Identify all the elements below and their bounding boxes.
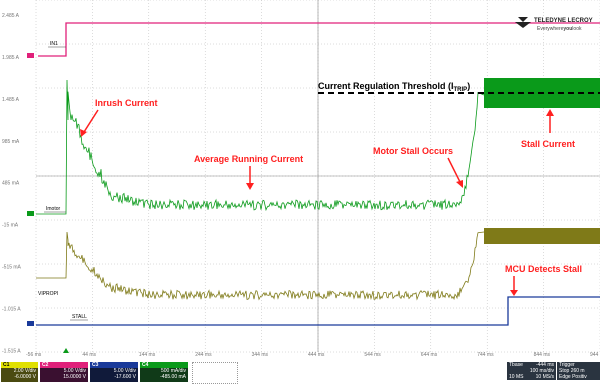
y-tick-label: 485 mA [2,181,20,187]
in1-trace [38,22,600,57]
stall-current-annotation: Stall Current [521,139,575,149]
inrush-arrow [83,109,99,133]
y-tick-label: -515 mA [2,265,22,271]
vipropi-trace [36,231,485,301]
c4-descriptor[interactable]: C4 500 mA/div -485.00 mA [140,362,188,382]
stall-trace [36,296,600,326]
x-tick-label: 944 ms [590,352,600,358]
stall-occurs-annotation: Motor Stall Occurs [373,146,453,156]
empty-descriptor-slot [192,362,238,384]
teledyne-lecroy-logo: TELEDYNE LECROY Everywhereyoulook [515,17,593,32]
c3-descriptor[interactable]: C3 5.00 V/div -17.600 V [90,362,138,382]
y-tick-label: -1.515 A [2,348,21,354]
average-annotation: Average Running Current [194,154,303,164]
x-tick-label: 144 ms [139,352,156,358]
x-axis-labels: -56 ms 44 ms 144 ms 244 ms 344 ms 444 ms 544 m… [26,352,600,358]
x-tick-label: 44 ms [82,352,96,358]
x-tick-label: 444 ms [308,352,325,358]
y-axis-labels: 2.485 A 1.985 A 1.485 A 985 mA 485 mA -15 mA -… [2,13,22,354]
trigger-info[interactable]: Trigger Stop 260 m Edge Positiv [557,362,600,380]
y-tick-label: -1.015 A [2,306,21,312]
trigger-marker [63,348,69,353]
y-tick-label: -15 mA [2,223,19,229]
threshold-annotation: Current Regulation Threshold (ITRIP) [318,81,470,93]
mcu-annotation: MCU Detects Stall [505,264,582,274]
imotor-trace [36,79,485,215]
c3-offset-marker [27,321,34,326]
x-tick-label: -56 ms [26,352,42,358]
vipropi-label: VIPROPI [38,291,58,297]
svg-text:TELEDYNE LECROY: TELEDYNE LECROY [534,18,593,24]
y-tick-label: 1.485 A [2,97,20,103]
info-panel: C1 2.00 V/div -6.0000 V C2 5.00 V/div 15… [0,359,600,385]
x-tick-label: 344 ms [252,352,269,358]
stall-label: STALL [72,314,87,320]
c1-descriptor[interactable]: C1 2.00 V/div -6.0000 V [1,362,38,382]
vipropi-stall-band [484,228,600,244]
c2-offset-marker [27,53,34,58]
y-tick-label: 1.985 A [2,55,20,61]
x-tick-label: 644 ms [421,352,438,358]
svg-text:Everywhereyoulook: Everywhereyoulook [537,26,582,32]
x-tick-label: 744 ms [477,352,494,358]
in1-label: IN1 [50,41,58,47]
x-tick-label: 244 ms [195,352,212,358]
c2-descriptor[interactable]: C2 5.00 V/div 15.0000 V [40,362,88,382]
inrush-annotation: Inrush Current [95,98,158,108]
c4-offset-marker [27,211,34,216]
grid [35,0,600,353]
x-tick-label: 844 ms [534,352,551,358]
y-tick-label: 985 mA [2,139,20,145]
imotor-label: Imotor [46,206,61,212]
plot-background [0,0,600,359]
x-tick-label: 544 ms [364,352,381,358]
timebase-info[interactable]: Tbase -444 ms 100 ms/div 10 MS 10 MS/s [507,362,556,380]
y-tick-label: 2.485 A [2,13,20,19]
stall-occurs-arrow [447,157,461,183]
